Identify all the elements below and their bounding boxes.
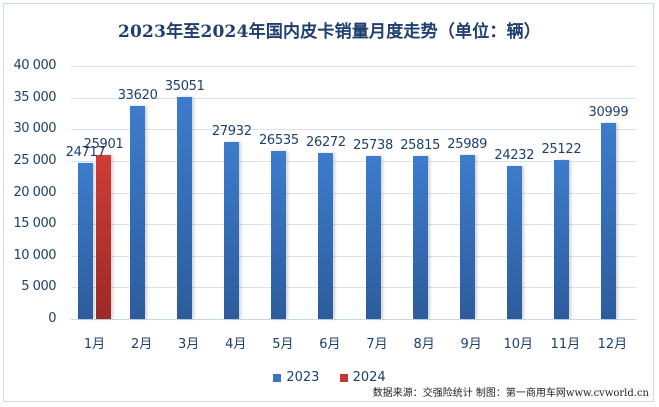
chart-title: 2023年至2024年国内皮卡销量月度走势（单位：辆） (117, 22, 542, 42)
data-label: 25738 (353, 138, 393, 154)
bar-2023-1 (78, 162, 94, 319)
legend-label-2023: 2023 (286, 370, 320, 385)
data-label: 24717 (65, 144, 106, 160)
data-label: 33620 (117, 88, 158, 104)
x-tick-label: 10月 (503, 337, 534, 352)
gridline (71, 160, 636, 162)
data-label: 30999 (588, 104, 629, 120)
legend-swatch-2024 (339, 373, 348, 382)
x-tick-label: 4月 (225, 337, 247, 352)
bar-2023-12 (600, 122, 616, 319)
bar-2023-2 (130, 106, 146, 319)
data-label: 25901 (83, 137, 124, 153)
data-label: 24232 (494, 147, 535, 163)
data-label: 25815 (400, 137, 441, 153)
x-tick-label: 1月 (83, 337, 106, 352)
legend-label-2024: 2024 (352, 370, 386, 385)
legend-item-2024: 2024 (339, 370, 386, 385)
bar-2023-9 (459, 154, 475, 319)
data-label: 26272 (306, 134, 346, 150)
bar-2023-8 (412, 155, 428, 319)
bar-2023-6 (318, 152, 334, 319)
gridline (71, 255, 636, 257)
gridline (71, 192, 636, 194)
x-tick-label: 11月 (550, 337, 581, 352)
gridline (71, 224, 636, 226)
y-tick-label: 30 000 (13, 121, 57, 137)
data-label: 35051 (164, 79, 205, 95)
x-tick-label: 6月 (319, 337, 341, 352)
x-tick-label: 7月 (366, 337, 388, 352)
y-tick-label: 0 (48, 311, 56, 326)
gridline (71, 66, 636, 67)
bar-2023-10 (506, 165, 522, 319)
y-tick-label: 40 000 (13, 58, 57, 73)
gridline (71, 287, 636, 289)
bar-2023-4 (224, 142, 240, 319)
gridline (71, 97, 636, 99)
y-tick-label: 20 000 (13, 184, 57, 200)
source-note: 数据来源：交强险统计 制图：第一商用车网www.cvworld.cn (372, 388, 649, 399)
x-tick-label: 9月 (460, 337, 482, 352)
x-tick-label: 3月 (178, 337, 200, 352)
data-label: 25989 (447, 136, 488, 152)
plot-area (71, 66, 636, 320)
legend-swatch-2023 (273, 373, 282, 382)
data-label: 27932 (211, 124, 252, 140)
data-label: 26535 (258, 133, 299, 149)
data-label: 25122 (541, 142, 582, 158)
legend: 2023 2024 (0, 370, 659, 386)
bar-2023-5 (271, 151, 287, 319)
bar-2023-7 (365, 156, 381, 319)
bar-2024-1 (96, 155, 112, 319)
y-tick-label: 15 000 (13, 216, 57, 232)
gridline (71, 129, 636, 131)
x-tick-label: 2月 (130, 337, 153, 352)
y-tick-label: 10 000 (13, 247, 57, 263)
y-tick-label: 35 000 (13, 89, 57, 105)
x-tick-label: 12月 (597, 337, 628, 352)
x-tick-label: 5月 (272, 337, 294, 352)
bar-2023-3 (177, 97, 193, 319)
y-tick-label: 5 000 (21, 279, 56, 295)
gridline (71, 319, 636, 320)
x-tick-label: 8月 (413, 337, 435, 352)
y-tick-label: 25 000 (13, 152, 57, 168)
bar-2023-11 (553, 160, 569, 319)
legend-item-2023: 2023 (273, 370, 319, 385)
